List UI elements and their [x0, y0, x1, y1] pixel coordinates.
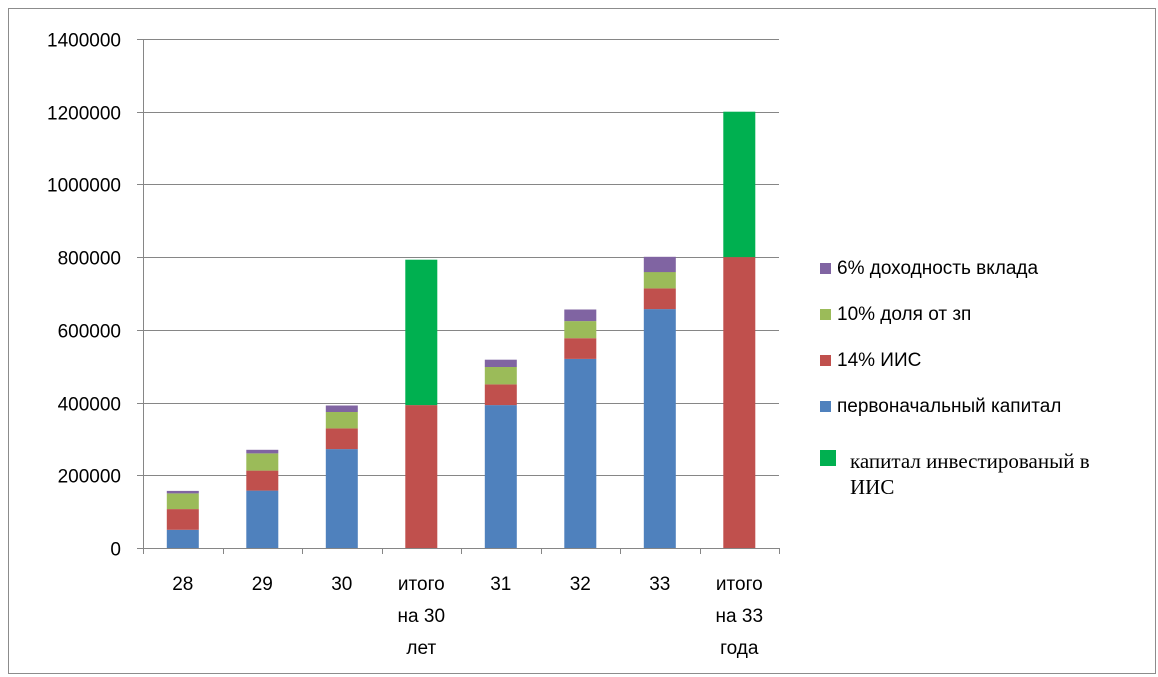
legend-item: 10% доля от зп: [820, 304, 971, 326]
y-tick-label: 600000: [58, 322, 121, 343]
bar-segment: [564, 358, 597, 548]
x-tick-label: 31: [490, 574, 511, 595]
bar-segment: [484, 384, 517, 406]
y-tick-label: 1200000: [47, 104, 121, 125]
y-tick-label: 200000: [58, 467, 121, 488]
x-tick-label: 33: [649, 574, 670, 595]
legend-label: 6% доходность вклада: [837, 258, 1039, 279]
y-tick-label: 1400000: [47, 31, 121, 52]
bar-segment: [246, 490, 279, 548]
bar-segment: [246, 453, 279, 471]
bar-segment: [484, 405, 517, 548]
bar-segment: [564, 309, 597, 322]
bar-segment: [325, 449, 358, 548]
bar-segment: [405, 259, 438, 406]
bar-segment: [166, 529, 199, 548]
x-tick-label: на 33: [716, 606, 763, 627]
x-tick-label: 30: [331, 574, 352, 595]
bar-segment: [564, 338, 597, 359]
bar-segment: [723, 257, 756, 548]
bar-segment: [405, 405, 438, 548]
legend-swatch: [820, 263, 831, 274]
bar-segment: [643, 256, 676, 273]
legend-swatch: [820, 309, 831, 320]
x-axis-tick-labels: 28 29 30 итого на 30 лет 31 32 33 итого на 33 года: [172, 574, 763, 659]
bar-segment: [484, 359, 517, 367]
legend-item: 14% ИИС: [820, 350, 921, 372]
x-tick-label: 32: [570, 574, 591, 595]
y-tick-label: 0: [110, 540, 121, 561]
axes: [143, 39, 780, 554]
legend-item: капитал инвестированый в ИИС: [820, 448, 1120, 501]
legend-label: первоначальный капитал: [837, 396, 1062, 417]
gridlines: [137, 39, 779, 549]
bar-segment: [166, 493, 199, 510]
legend-swatch: [820, 355, 831, 366]
bar-segment: [643, 288, 676, 310]
bar-segment: [325, 428, 358, 450]
x-tick-label: итого: [398, 574, 445, 595]
bar-segment: [166, 509, 199, 530]
x-tick-label: года: [720, 638, 759, 659]
bar-segment: [723, 111, 756, 258]
y-tick-label: 1000000: [47, 176, 121, 197]
legend-swatch: [820, 450, 836, 466]
legend-item: первоначальный капитал: [820, 396, 1061, 418]
y-tick-label: 800000: [58, 249, 121, 270]
bar-segment: [643, 272, 676, 289]
bar-segment: [325, 412, 358, 429]
legend-item: 6% доходность вклада: [820, 258, 1038, 280]
x-tick-label: 29: [252, 574, 273, 595]
legend-label: 14% ИИС: [837, 350, 922, 371]
legend-label: 10% доля от зп: [837, 304, 972, 325]
legend-label: капитал инвестированый в ИИС: [850, 449, 1090, 500]
x-tick-label: лет: [406, 638, 436, 659]
legend-swatch: [820, 401, 831, 412]
x-tick-label: на 30: [398, 606, 445, 627]
bars: [166, 111, 756, 548]
x-tick-label: 28: [172, 574, 193, 595]
x-tick-label: итого: [716, 574, 763, 595]
bar-segment: [166, 490, 199, 494]
bar-segment: [325, 405, 358, 412]
bar-segment: [246, 449, 279, 454]
y-axis-tick-labels: 0 200000 400000 600000 800000 1000000 1200000 1…: [47, 31, 121, 561]
bar-segment: [246, 470, 279, 491]
y-tick-label: 400000: [58, 395, 121, 416]
bar-segment: [484, 366, 517, 385]
bar-segment: [643, 309, 676, 548]
bar-segment: [564, 321, 597, 339]
